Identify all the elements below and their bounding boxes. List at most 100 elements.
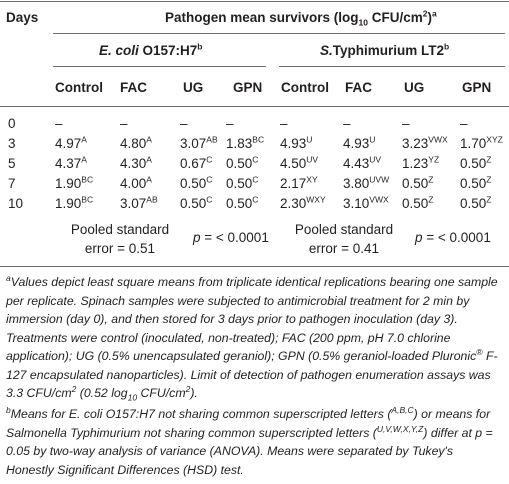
fn-sup: 2 bbox=[185, 383, 191, 394]
title-sup: a bbox=[432, 8, 437, 19]
fn-sup: 2 bbox=[71, 383, 77, 394]
cell-value: 1.83 bbox=[226, 136, 253, 151]
title-text: CFU/cm bbox=[368, 10, 423, 25]
cell-value: – bbox=[180, 116, 188, 131]
cell: 0.50C bbox=[180, 195, 212, 211]
cell-value: 0.50 bbox=[460, 156, 487, 171]
column-header: FAC bbox=[345, 80, 372, 95]
day-label: 0 bbox=[8, 116, 16, 131]
cell-value: 3.10 bbox=[343, 196, 370, 211]
cell-value: – bbox=[120, 116, 128, 131]
cell: – bbox=[226, 116, 234, 131]
cell-letters: C bbox=[206, 154, 213, 165]
title-text: ) bbox=[427, 10, 433, 25]
cell-value: 4.93 bbox=[343, 136, 370, 151]
column-header: UG bbox=[404, 80, 425, 95]
cell-letters: Z bbox=[486, 194, 492, 205]
fn-sup: a bbox=[6, 272, 11, 283]
cell-value: 0.50 bbox=[402, 196, 429, 211]
cell: – bbox=[343, 116, 351, 131]
cell: 0.50C bbox=[226, 174, 259, 191]
cell-value: 0.50 bbox=[226, 196, 253, 211]
cell: 4.97A bbox=[55, 135, 87, 151]
cell-value: 1.90 bbox=[55, 176, 82, 191]
cell-letters: BC bbox=[81, 194, 94, 205]
cell-value: 2.30 bbox=[280, 196, 307, 211]
cell-letters: U bbox=[369, 134, 376, 145]
fn-text: F-127 encapsulated nanoparticles). Limit… bbox=[6, 349, 498, 400]
cell: – bbox=[460, 116, 468, 131]
cell: – bbox=[120, 116, 128, 131]
cell: 0.50C bbox=[226, 194, 259, 211]
group-sup: b bbox=[197, 41, 203, 52]
days-header: Days bbox=[6, 10, 39, 25]
stat-text: = < 0.0001 bbox=[200, 230, 269, 245]
fn-sup: A,B,C bbox=[391, 404, 414, 415]
cell-value: 1.90 bbox=[55, 196, 82, 211]
cell-value: 0.50 bbox=[460, 176, 487, 191]
cell-letters: C bbox=[252, 194, 259, 205]
cell-letters: UVW bbox=[369, 174, 390, 185]
cell: 0.50Z bbox=[402, 194, 434, 211]
cell: 1.90BC bbox=[55, 175, 93, 191]
fn-text: ). bbox=[190, 386, 198, 400]
group-name: Typhimurium LT2 bbox=[332, 43, 445, 58]
day-label: 5 bbox=[8, 156, 16, 171]
p-value: p = < 0.0001 bbox=[415, 230, 491, 245]
pooled-se: Pooled standard error = 0.41 bbox=[279, 220, 409, 258]
footnote-a: aValues depict least square means from t… bbox=[6, 273, 503, 403]
cell: 4.50UV bbox=[280, 155, 318, 171]
rule bbox=[53, 33, 505, 34]
cell-letters: Z bbox=[486, 174, 492, 185]
stat-text: Pooled standard bbox=[294, 222, 394, 237]
column-header: Control bbox=[281, 80, 329, 95]
fn-text: ) or means for Salmonella Typhimurium no… bbox=[6, 407, 491, 440]
cell-value: 1.70 bbox=[460, 136, 487, 151]
day-label: 10 bbox=[8, 196, 24, 211]
cell: 0.50Z bbox=[460, 155, 491, 171]
p-symbol: p bbox=[193, 230, 201, 245]
stat-text: Pooled standard bbox=[70, 222, 170, 237]
cell: 2.30WXY bbox=[280, 194, 326, 211]
stat-text: error = 0.51 bbox=[84, 241, 156, 256]
cell: 4.00A bbox=[120, 174, 152, 191]
rule bbox=[53, 66, 266, 67]
cell-value: – bbox=[226, 116, 234, 131]
cell-value: 0.50 bbox=[226, 156, 253, 171]
cell-letters: WXY bbox=[306, 194, 326, 205]
p-value: p = < 0.0001 bbox=[193, 230, 269, 245]
column-header: GPN bbox=[462, 80, 492, 95]
cell-value: 0.50 bbox=[402, 176, 429, 191]
cell: 1.83BC bbox=[226, 134, 265, 151]
cell-value: 4.97 bbox=[55, 136, 82, 151]
cell: 1.90BC bbox=[55, 194, 94, 211]
cell-value: – bbox=[402, 116, 410, 131]
fn-text: Means for E. coli O157:H7 not sharing co… bbox=[10, 407, 392, 421]
cell-value: – bbox=[343, 116, 351, 131]
fn-sup: U,V,W,X,Y,Z bbox=[376, 423, 424, 434]
rule bbox=[0, 106, 509, 107]
fn-text: (0.52 log bbox=[76, 386, 128, 400]
cell: – bbox=[402, 116, 410, 131]
day-label: 3 bbox=[8, 136, 16, 151]
cell-letters: BC bbox=[252, 134, 265, 145]
cell-letters: A bbox=[146, 174, 152, 185]
footnote-b: bMeans for E. coli O157:H7 not sharing c… bbox=[6, 405, 503, 479]
cell: 0.50Z bbox=[460, 174, 492, 191]
cell-value: – bbox=[55, 116, 63, 131]
cell-letters: C bbox=[252, 174, 259, 185]
fn-sub: 10 bbox=[127, 392, 138, 403]
cell: 0.50C bbox=[226, 155, 258, 171]
title-sup: 2 bbox=[422, 8, 428, 19]
cell-letters: C bbox=[206, 174, 213, 185]
cell: 4.43UV bbox=[343, 155, 381, 171]
cell: 0.50C bbox=[180, 174, 213, 191]
cell-value: 0.50 bbox=[180, 176, 207, 191]
cell-letters: A bbox=[146, 134, 152, 145]
cell-letters: Z bbox=[428, 194, 434, 205]
cell-value: 0.67 bbox=[180, 156, 207, 171]
cell: 4.37A bbox=[55, 155, 87, 171]
cell-letters: Z bbox=[428, 174, 434, 185]
group-sup: b bbox=[444, 41, 450, 52]
